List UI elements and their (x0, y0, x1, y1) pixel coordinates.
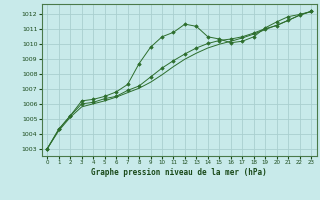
X-axis label: Graphe pression niveau de la mer (hPa): Graphe pression niveau de la mer (hPa) (91, 168, 267, 177)
